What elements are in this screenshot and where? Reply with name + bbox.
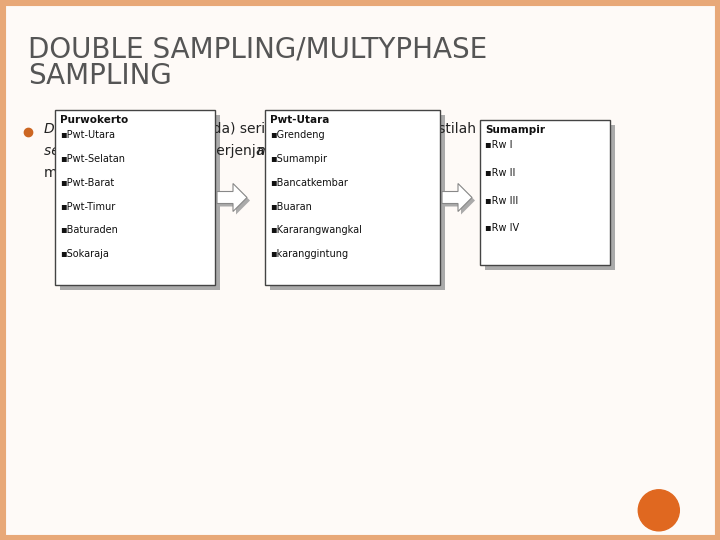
- Bar: [55, 110, 215, 285]
- Text: Pwt-Utara: Pwt-Utara: [270, 115, 329, 125]
- Text: sequential sampling: sequential sampling: [44, 144, 184, 158]
- Text: DOUBLE SAMPLING/MULTYPHASE: DOUBLE SAMPLING/MULTYPHASE: [28, 35, 487, 63]
- Text: ▪Rw IV: ▪Rw IV: [485, 224, 519, 233]
- Text: ▪Rw I: ▪Rw I: [485, 140, 513, 150]
- Text: ▪Sokaraja: ▪Sokaraja: [60, 249, 109, 259]
- Text: multiphase-sampling: multiphase-sampling: [257, 144, 402, 158]
- Bar: [60, 115, 220, 290]
- Text: ▪Pwt-Utara: ▪Pwt-Utara: [60, 130, 115, 140]
- Polygon shape: [220, 186, 250, 214]
- Bar: [270, 115, 445, 290]
- Text: ▪Rw II: ▪Rw II: [485, 168, 516, 178]
- Text: Double sample: Double sample: [44, 122, 148, 136]
- Bar: [265, 110, 440, 285]
- Text: ▪Sumampir: ▪Sumampir: [270, 154, 327, 164]
- Text: ▪karanggintung: ▪karanggintung: [270, 249, 348, 259]
- Polygon shape: [445, 186, 475, 214]
- Text: ▪Bancatkembar: ▪Bancatkembar: [270, 178, 348, 188]
- Bar: [480, 120, 610, 265]
- Text: ▪Pwt-Selatan: ▪Pwt-Selatan: [60, 154, 125, 164]
- Text: (sampel berjenjang,: (sampel berjenjang,: [147, 144, 287, 158]
- Text: ▪Pwt-Barat: ▪Pwt-Barat: [60, 178, 114, 188]
- Text: Purwokerto: Purwokerto: [60, 115, 128, 125]
- Text: ▪Rw III: ▪Rw III: [485, 195, 518, 206]
- Polygon shape: [442, 184, 472, 212]
- Polygon shape: [217, 184, 247, 212]
- Text: Sumampir: Sumampir: [485, 125, 545, 135]
- Text: ▪Pwt-Timur: ▪Pwt-Timur: [60, 201, 115, 212]
- Text: (sampel ganda) sering juga disebut dengan istilah: (sampel ganda) sering juga disebut denga…: [126, 122, 476, 136]
- Circle shape: [639, 490, 680, 531]
- Text: ▪Grendeng: ▪Grendeng: [270, 130, 325, 140]
- Bar: [485, 125, 615, 270]
- Text: ▪Buaran: ▪Buaran: [270, 201, 312, 212]
- Text: ▪Baturaden: ▪Baturaden: [60, 225, 118, 235]
- Text: multi tahap).: multi tahap).: [44, 166, 134, 180]
- Text: SAMPLING: SAMPLING: [28, 62, 172, 90]
- Text: ▪Kararangwangkal: ▪Kararangwangkal: [270, 225, 362, 235]
- Text: (sampel: (sampel: [364, 144, 420, 158]
